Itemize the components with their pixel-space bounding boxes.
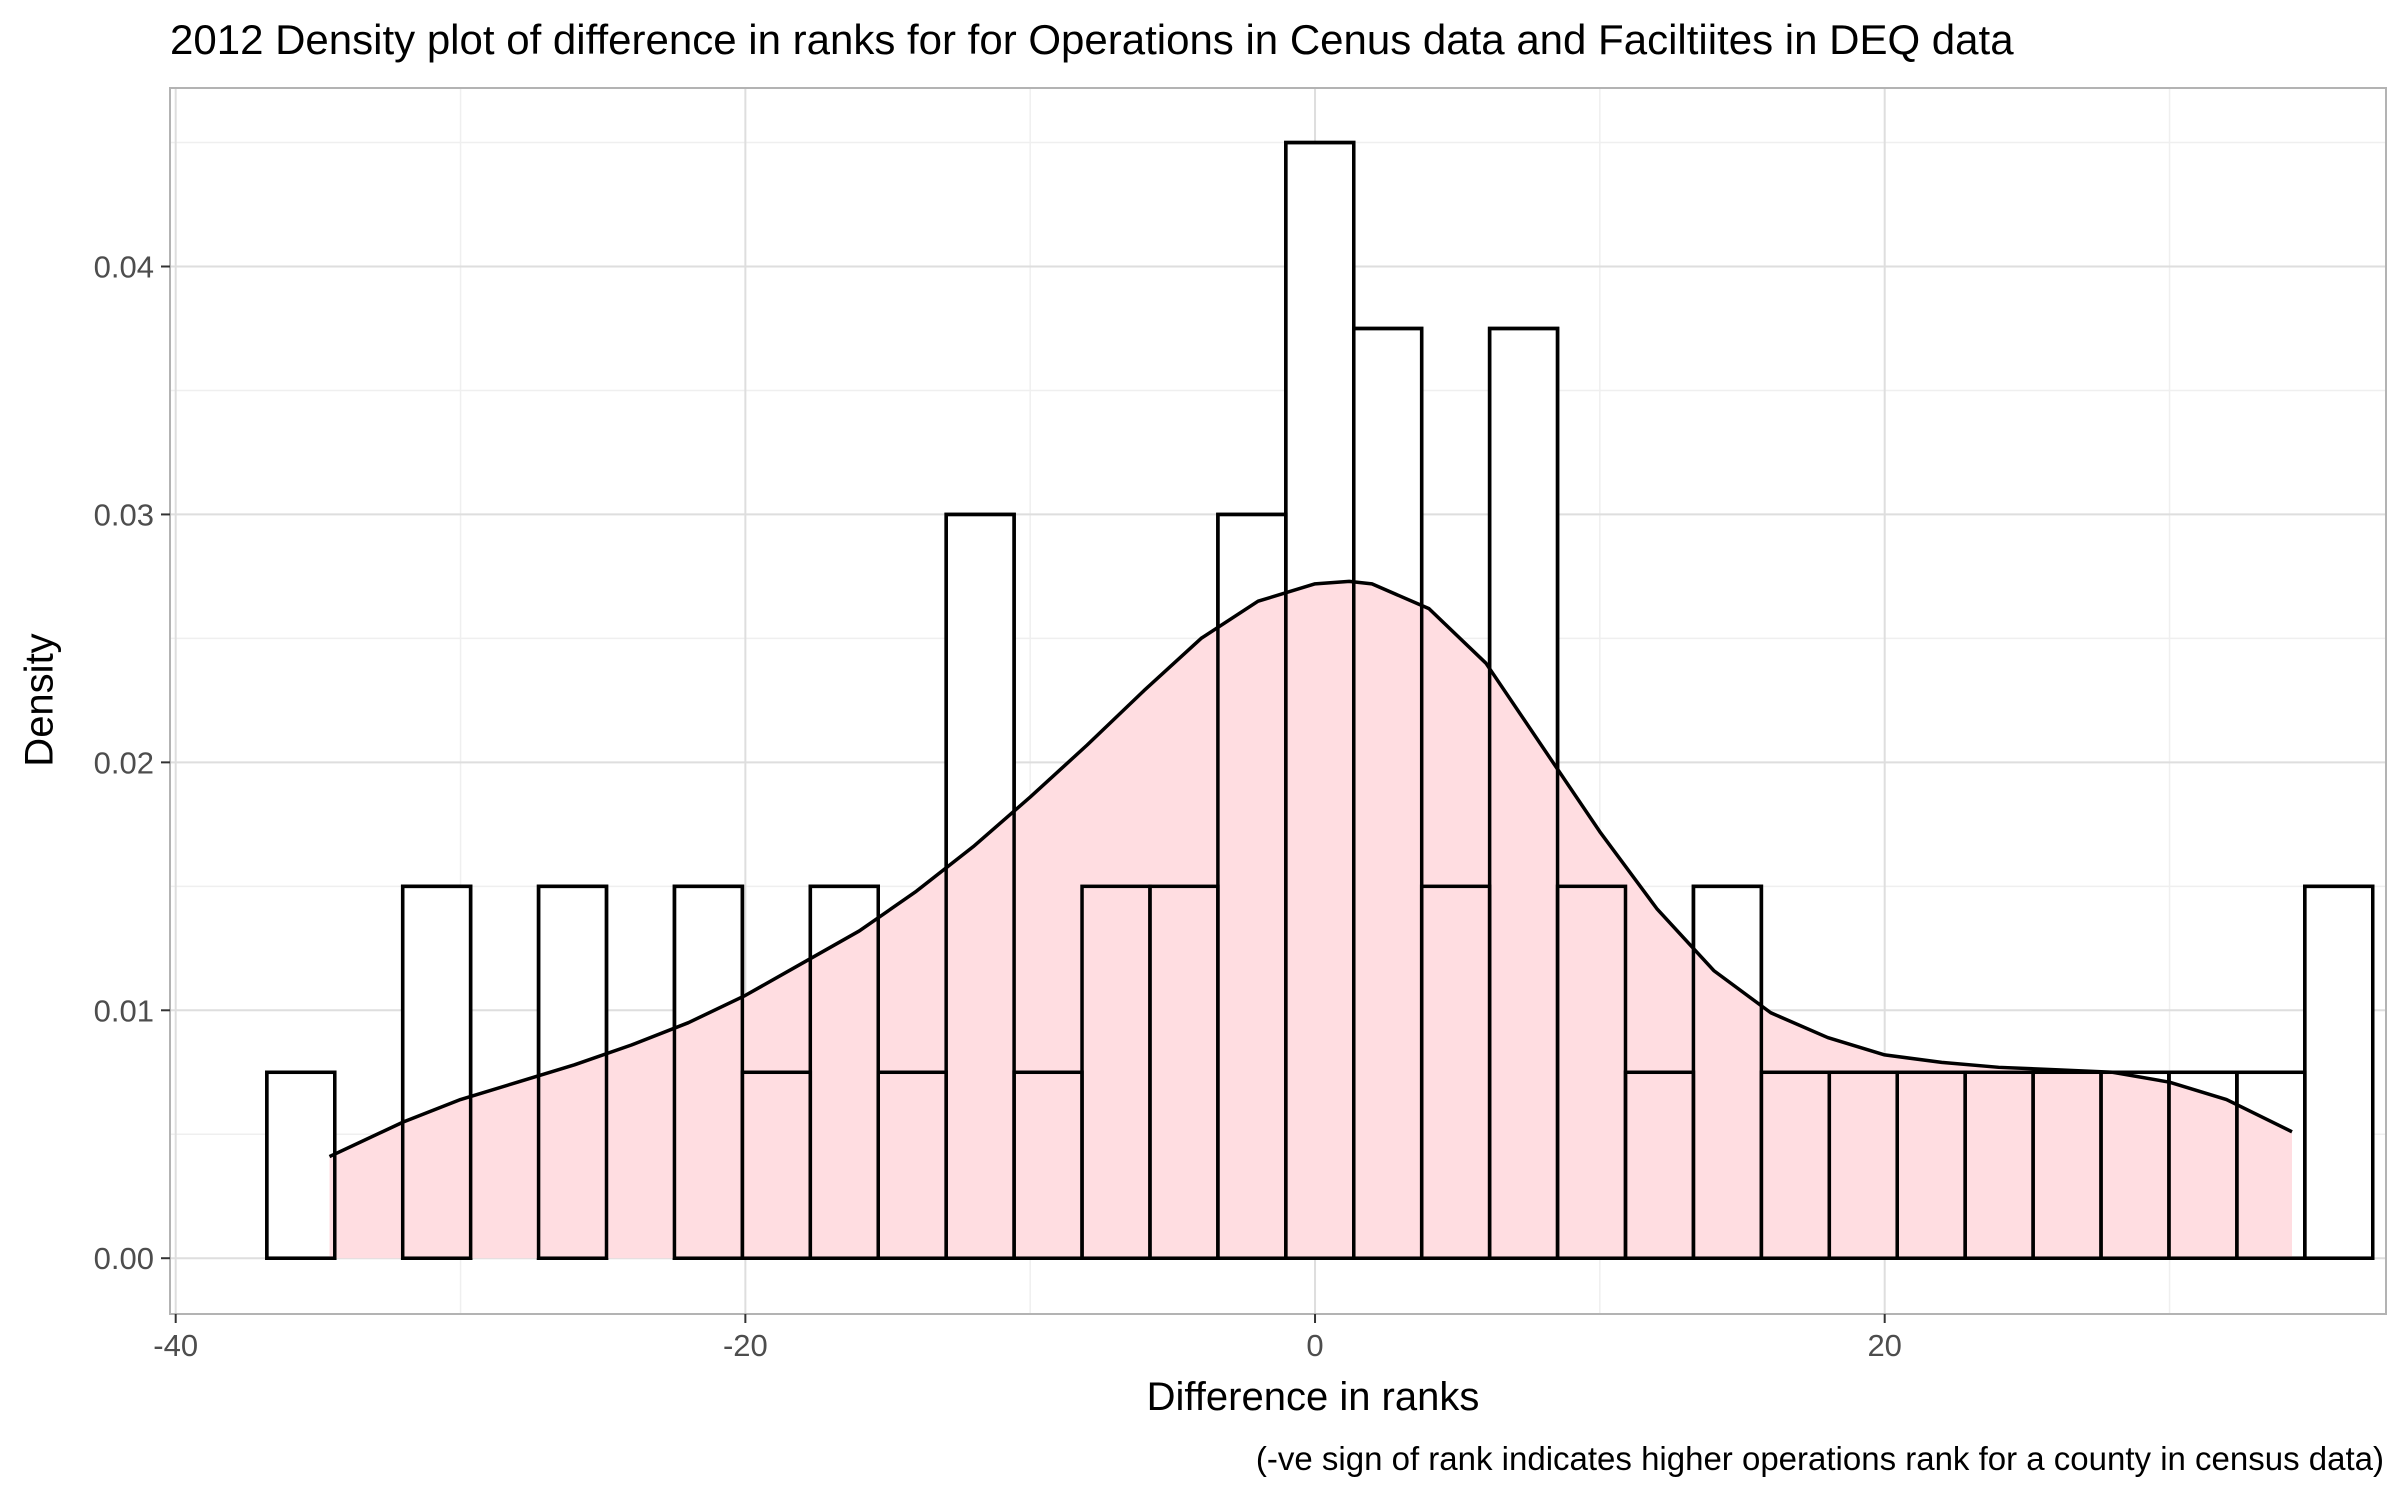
x-tick-label: -20 <box>723 1328 768 1363</box>
histogram-bar <box>265 1070 337 1260</box>
axis-ticks: -40 -20 0 20 0.00 0.01 0.02 0.03 0.04 <box>94 250 1902 1363</box>
histogram-bar-outline <box>400 884 473 1260</box>
density-curve-layer <box>265 140 2375 1260</box>
histogram-bar-outline <box>1352 326 1424 1260</box>
histogram-bar-outline <box>2303 884 2375 1260</box>
x-tick-label: -40 <box>153 1328 198 1363</box>
y-tick-label: 0.00 <box>94 1241 154 1276</box>
density-line <box>328 579 2293 1159</box>
chart-title: 2012 Density plot of difference in ranks… <box>170 16 2014 63</box>
histogram-bar-outline <box>944 512 1016 1260</box>
x-axis-label: Difference in ranks <box>1146 1375 1480 1419</box>
y-tick-label: 0.02 <box>94 745 154 780</box>
chart-caption: (-ve sign of rank indicates higher opera… <box>1255 1440 2384 1477</box>
y-tick-label: 0.03 <box>94 497 154 532</box>
histogram-bar-outline <box>536 884 609 1260</box>
histogram-bar <box>2303 884 2375 1260</box>
x-tick-label: 0 <box>1306 1328 1323 1363</box>
histogram-bar-outline <box>1487 326 1560 1260</box>
y-tick-label: 0.01 <box>94 993 154 1028</box>
y-tick-label: 0.04 <box>94 250 154 285</box>
panel-border <box>169 87 2387 1315</box>
density-area <box>329 581 2293 1259</box>
histogram-bar-outline <box>265 1070 337 1260</box>
x-tick-label: 20 <box>1867 1328 1901 1363</box>
